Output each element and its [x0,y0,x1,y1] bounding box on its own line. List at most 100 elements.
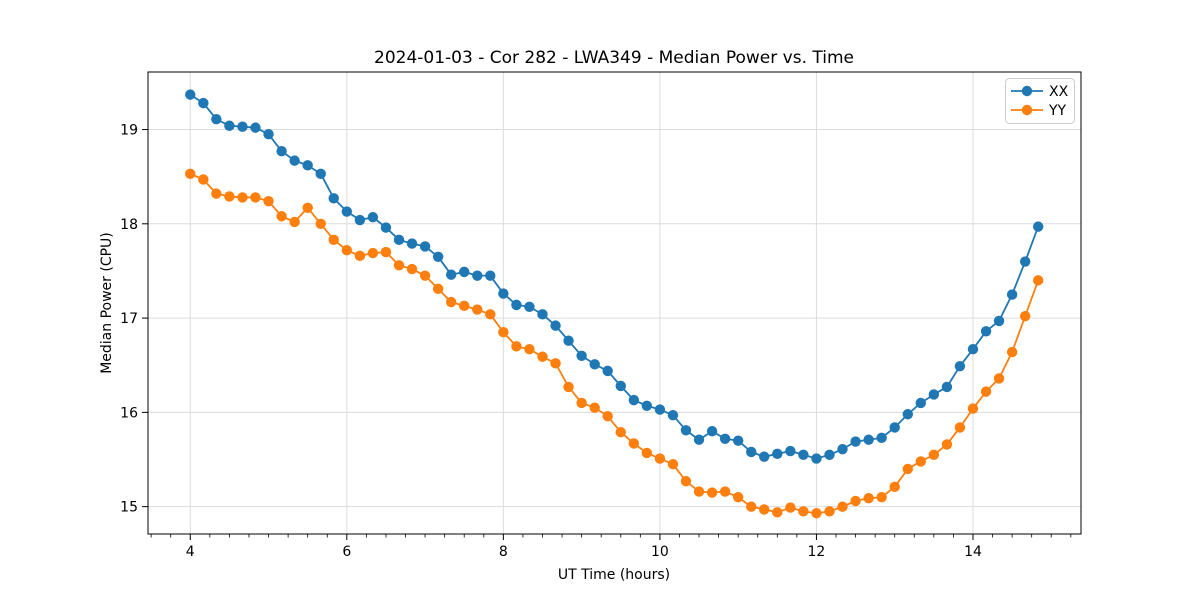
data-point-yy [524,344,535,355]
data-point-yy [459,300,470,312]
data-point-xx [224,120,235,131]
data-point-yy [563,381,574,393]
x-tick-label: 8 [499,544,508,560]
data-point-yy [406,263,418,275]
data-point-xx [589,359,600,370]
data-point-xx [602,365,613,377]
x-tick-label: 6 [342,544,351,560]
data-point-xx [1006,289,1018,300]
series-yy [185,168,1044,519]
data-point-yy [1006,346,1018,358]
data-point-xx [993,315,1005,327]
data-point-xx [276,146,287,157]
legend: XX YY [1005,78,1075,124]
legend-marker-yy [1021,104,1033,116]
legend-label-yy: YY [1048,103,1067,119]
data-point-xx [250,122,261,133]
data-point-xx [889,422,900,433]
data-point-xx [537,309,548,320]
data-point-xx [850,436,861,447]
data-point-xx [1019,256,1031,267]
data-point-yy [498,327,509,338]
data-point-xx [863,434,874,445]
data-point-yy [276,211,287,222]
data-point-yy [393,260,405,271]
x-tick-label: 14 [964,544,982,560]
data-point-yy [641,447,653,459]
data-point-xx [732,435,744,446]
data-point-xx [367,212,379,223]
data-point-yy [732,492,744,503]
data-point-yy [589,402,600,413]
data-point-xx [785,445,796,457]
data-point-yy [954,422,966,433]
data-point-yy [967,403,979,414]
data-point-yy [993,373,1005,384]
data-point-yy [928,449,940,460]
data-point-xx [380,222,392,233]
data-point-xx [680,425,692,436]
data-point-yy [759,504,770,515]
data-point-xx [706,426,718,437]
data-point-yy [472,304,483,315]
data-point-xx [459,266,470,278]
data-point-yy [511,341,522,352]
data-point-xx [576,350,587,361]
data-point-xx [354,214,366,226]
data-point-yy [837,501,848,512]
data-point-xx [837,443,848,455]
data-point-yy [380,246,392,258]
data-point-yy [746,501,757,512]
x-tick-label: 12 [808,544,826,560]
data-point-yy [224,191,235,202]
data-point-yy [615,426,626,438]
legend-label-xx: XX [1049,84,1069,100]
data-point-xx [341,206,353,217]
data-point-yy [263,195,274,207]
data-point-yy [902,463,913,475]
data-point-yy [980,386,992,397]
data-point-xx [550,320,561,331]
plot-series-layer [185,89,1044,519]
data-point-xx [628,394,640,406]
series-xx [185,89,1044,464]
data-point-yy [537,351,548,362]
data-point-yy [432,283,444,295]
data-point-xx [263,129,274,140]
data-point-xx [393,234,405,246]
data-point-yy [785,502,796,513]
data-point-yy [876,492,887,503]
data-point-xx [798,449,809,460]
chart-title: 2024-01-03 - Cor 282 - LWA349 - Median P… [374,48,854,68]
data-point-xx [472,270,483,281]
data-point-yy [602,410,613,422]
data-point-xx [237,121,248,132]
legend-marker-xx [1021,85,1033,97]
data-point-yy [811,508,822,519]
y-tick-label: 15 [120,500,138,516]
data-point-yy [250,192,261,203]
data-point-xx [198,97,209,109]
x-tick-label: 10 [651,544,669,560]
data-point-xx [563,335,574,346]
data-point-yy [198,174,209,185]
data-point-yy [824,506,835,517]
data-point-xx [432,251,444,262]
data-point-yy [915,456,926,467]
data-point-xx [289,155,300,166]
data-point-yy [798,506,809,517]
data-point-xx [498,288,509,299]
data-point-xx [485,270,496,281]
data-point-xx [406,238,418,249]
data-point-xx [824,449,835,460]
data-point-yy [706,487,718,498]
data-point-xx [980,326,992,337]
data-point-yy [354,250,366,262]
data-point-xx [615,380,626,392]
data-point-xx [654,404,666,415]
data-point-yy [185,168,196,180]
x-tick-label: 4 [186,544,195,560]
data-point-xx [511,299,522,311]
data-point-yy [550,358,561,369]
